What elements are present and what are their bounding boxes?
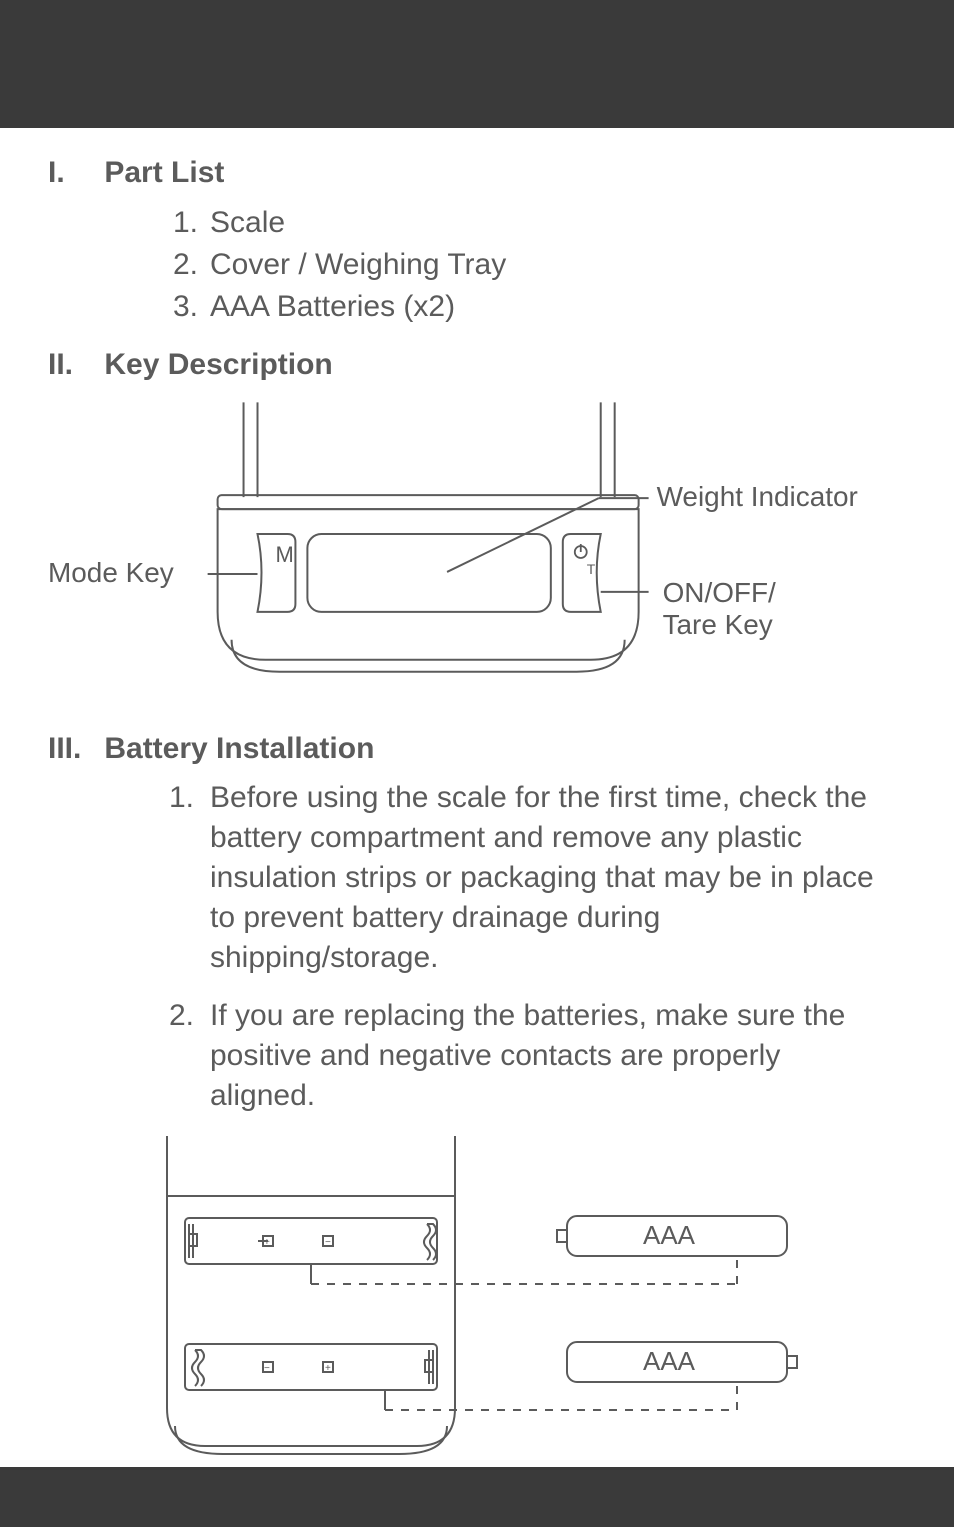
battery-diagram-svg: AAA AAA + − − + bbox=[127, 1136, 827, 1456]
scale-key-diagram: M T Mode Key Weight Indicator ON/OFF/ Ta… bbox=[48, 402, 906, 702]
list-item: 2. Cover / Weighing Tray bbox=[158, 244, 906, 286]
item-num: 1. bbox=[158, 202, 198, 244]
bottom-bar bbox=[0, 1467, 954, 1527]
item-num: 1. bbox=[158, 778, 210, 978]
title-1: Part List bbox=[104, 156, 224, 189]
item-num: 2. bbox=[158, 996, 210, 1116]
list-item: 1. Scale bbox=[158, 202, 906, 244]
list-item: 1. Before using the scale for the first … bbox=[158, 778, 906, 978]
heading-part-list: I. Part List bbox=[48, 156, 906, 190]
heading-key-description: II. Key Description bbox=[48, 348, 906, 382]
battery-label-2: AAA bbox=[643, 1346, 696, 1376]
roman-1: I. bbox=[48, 156, 96, 190]
item-num: 2. bbox=[158, 244, 198, 286]
title-3: Battery Installation bbox=[104, 732, 374, 765]
top-bar bbox=[0, 0, 954, 128]
m-button-label: M bbox=[275, 542, 293, 567]
item-text: If you are replacing the batteries, make… bbox=[210, 996, 906, 1116]
battery-label-1: AAA bbox=[643, 1220, 696, 1250]
section-battery-installation: III. Battery Installation 1. Before usin… bbox=[48, 732, 906, 1456]
svg-text:+: + bbox=[264, 1237, 270, 1248]
item-text: Scale bbox=[210, 206, 285, 239]
key-diagram-svg: M T Mode Key Weight Indicator ON/OFF/ Ta… bbox=[48, 402, 906, 702]
section-key-description: II. Key Description bbox=[48, 348, 906, 702]
roman-3: III. bbox=[48, 732, 96, 766]
t-button-label: T bbox=[587, 561, 596, 577]
list-item: 2. If you are replacing the batteries, m… bbox=[158, 996, 906, 1116]
battery-diagram: AAA AAA + − − + bbox=[48, 1136, 906, 1456]
mode-key-label: Mode Key bbox=[48, 557, 174, 588]
list-item: 3. AAA Batteries (x2) bbox=[158, 286, 906, 328]
heading-battery: III. Battery Installation bbox=[48, 732, 906, 766]
item-text: Cover / Weighing Tray bbox=[210, 248, 506, 281]
item-num: 3. bbox=[158, 286, 198, 328]
item-text: AAA Batteries (x2) bbox=[210, 290, 455, 323]
item-text: Before using the scale for the first tim… bbox=[210, 778, 906, 978]
svg-text:−: − bbox=[264, 1363, 270, 1374]
roman-2: II. bbox=[48, 348, 96, 382]
title-2: Key Description bbox=[104, 348, 332, 381]
on-off-label: ON/OFF/ bbox=[663, 577, 776, 608]
weight-indicator-label: Weight Indicator bbox=[657, 481, 858, 512]
section-part-list: I. Part List 1. Scale 2. Cover / Weighing … bbox=[48, 156, 906, 328]
battery-steps: 1. Before using the scale for the first … bbox=[48, 778, 906, 1116]
svg-text:+: + bbox=[325, 1363, 331, 1374]
part-list: 1. Scale 2. Cover / Weighing Tray 3. AAA Ba… bbox=[48, 202, 906, 328]
tare-label: Tare Key bbox=[663, 609, 773, 640]
content-area: I. Part List 1. Scale 2. Cover / Weighing … bbox=[0, 128, 954, 1476]
svg-text:−: − bbox=[325, 1237, 331, 1248]
